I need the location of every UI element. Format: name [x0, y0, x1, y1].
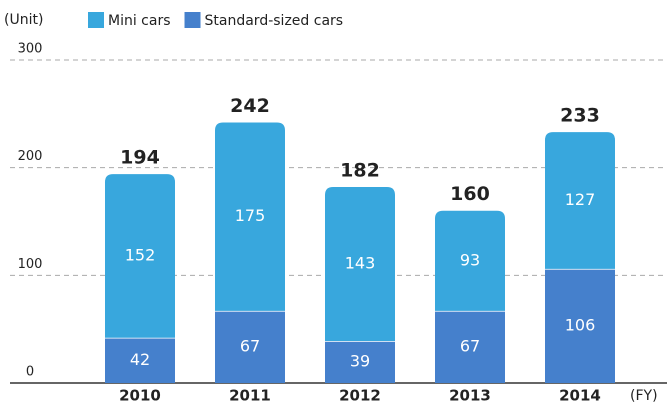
segment-label: 42: [130, 350, 150, 369]
bar-segment: [325, 187, 395, 342]
segment-label: 67: [240, 336, 260, 355]
bar-segment: [325, 341, 395, 383]
bar-segment: [435, 310, 505, 383]
bar-segment: [215, 122, 285, 311]
bar-segment: [105, 337, 175, 383]
bar-segment: [545, 268, 615, 383]
y-tick-label: 0: [26, 365, 34, 380]
segment-label: 93: [460, 250, 480, 269]
bar-segment: [105, 174, 175, 338]
segment-label: 152: [125, 245, 156, 264]
legend-label: Mini cars: [108, 13, 171, 29]
bar-segment: [215, 310, 285, 383]
total-label: 233: [560, 105, 600, 127]
segment-label: 39: [350, 352, 370, 371]
x-axis-label: (FY): [630, 388, 658, 404]
legend-label: Standard-sized cars: [205, 13, 344, 29]
bar-segment: [435, 210, 505, 311]
segment-label: 143: [345, 254, 376, 273]
total-label: 160: [450, 183, 490, 205]
x-tick-label: 2011: [229, 387, 271, 405]
total-label: 194: [120, 147, 160, 169]
y-axis-label: (Unit): [4, 12, 43, 28]
segment-label: 127: [565, 190, 596, 209]
legend-swatch: [88, 12, 104, 28]
bar-segment: [545, 132, 615, 269]
segment-label: 106: [565, 315, 596, 334]
total-label: 242: [230, 95, 270, 117]
x-tick-label: 2014: [559, 387, 601, 405]
x-tick-label: 2012: [339, 387, 381, 405]
y-tick-label: 200: [18, 149, 43, 164]
y-tick-label: 300: [18, 42, 43, 57]
x-tick-label: 2013: [449, 387, 491, 405]
legend-swatch: [184, 12, 201, 28]
x-tick-label: 2010: [119, 387, 161, 405]
total-label: 182: [340, 160, 380, 182]
segment-label: 67: [460, 336, 480, 355]
segment-label: 175: [235, 206, 266, 225]
y-tick-label: 100: [18, 257, 43, 272]
